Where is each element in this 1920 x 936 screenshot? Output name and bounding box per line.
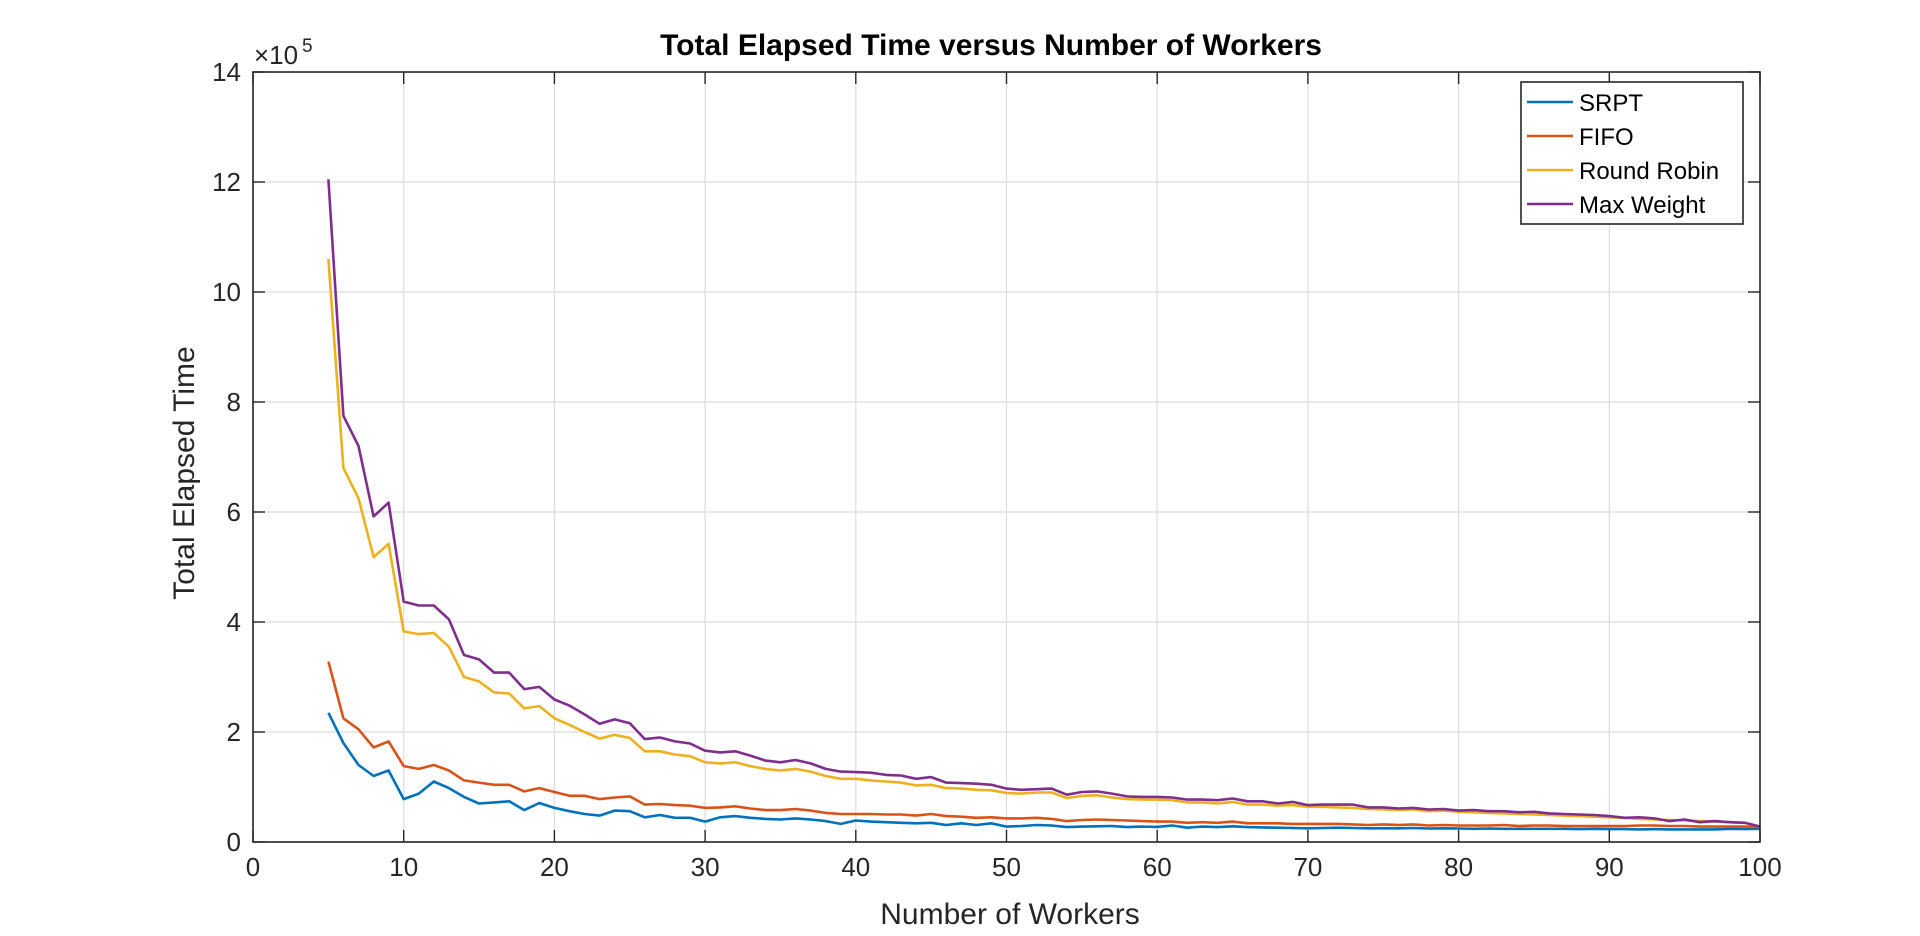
y-exponent-power: 5	[302, 36, 313, 57]
x-tick-label: 20	[540, 852, 569, 882]
y-tick-label: 12	[212, 167, 241, 197]
series-line-max-weight	[327, 179, 1761, 828]
series-layer	[327, 179, 1761, 831]
x-tick-label: 100	[1738, 852, 1781, 882]
tick-labels: 0 10 20 30 40 50 60 70 80 90 100 0 2 4 6 8 10 12 14	[212, 57, 1782, 882]
x-tick-label: 50	[992, 852, 1021, 882]
legend: SRPT FIFO Round Robin Max Weight	[1520, 81, 1744, 225]
y-tick-label: 2	[227, 717, 241, 747]
x-tick-label: 70	[1293, 852, 1322, 882]
y-tick-label: 8	[227, 387, 241, 417]
x-axis-label: Number of Workers	[880, 898, 1140, 931]
y-exponent-base: ×10	[254, 40, 298, 70]
x-tick-label: 80	[1444, 852, 1473, 882]
legend-label-fifo: FIFO	[1579, 124, 1634, 151]
y-axis-label: Total Elapsed Time	[168, 346, 201, 599]
legend-box	[1520, 81, 1744, 225]
legend-label-max-weight: Max Weight	[1579, 192, 1706, 219]
x-tick-label: 0	[246, 852, 260, 882]
x-tick-label: 10	[389, 852, 418, 882]
chart-title: Total Elapsed Time versus Number of Work…	[660, 29, 1322, 62]
series-line-fifo	[327, 661, 1761, 829]
y-exponent: ×10 5	[254, 36, 313, 70]
series-line-round-robin	[327, 258, 1761, 828]
x-tick-label: 40	[841, 852, 870, 882]
x-tick-label: 30	[691, 852, 720, 882]
series-line-srpt	[327, 712, 1761, 831]
legend-label-srpt: SRPT	[1579, 90, 1643, 117]
ticks	[252, 71, 1761, 843]
y-tick-label: 14	[212, 57, 241, 87]
x-tick-label: 90	[1595, 852, 1624, 882]
y-tick-label: 6	[227, 497, 241, 527]
y-tick-label: 0	[227, 827, 241, 857]
x-tick-label: 60	[1143, 852, 1172, 882]
legend-label-round-robin: Round Robin	[1579, 158, 1719, 185]
y-tick-label: 10	[212, 277, 241, 307]
y-tick-label: 4	[227, 607, 241, 637]
